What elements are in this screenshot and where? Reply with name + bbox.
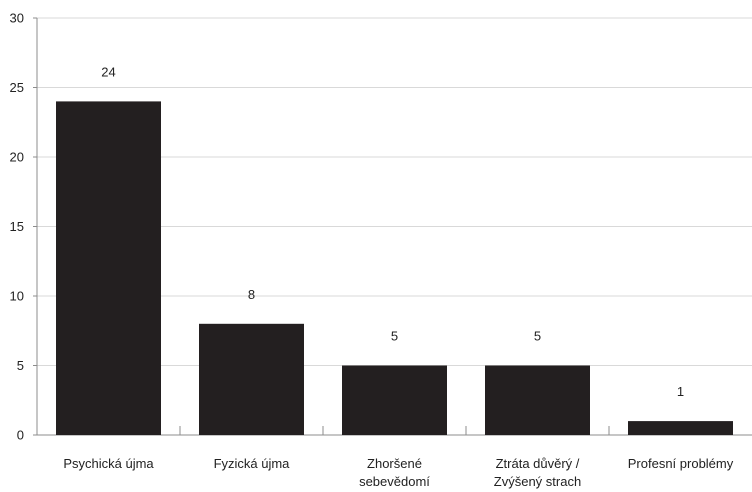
category-label-line: Psychická újma <box>63 456 154 471</box>
y-tick-label: 25 <box>10 80 24 95</box>
y-tick-label: 20 <box>10 150 24 165</box>
x-axis-category-labels: Psychická újma Fyzická újma Zhoršené sebevě… <box>63 456 733 489</box>
data-label: 24 <box>101 64 115 79</box>
bar <box>199 323 304 435</box>
bar <box>342 365 447 435</box>
category-label-line: Profesní problémy <box>628 456 734 471</box>
data-label: 8 <box>248 287 255 302</box>
bar <box>485 365 590 435</box>
y-tick-label: 10 <box>10 289 24 304</box>
bar <box>56 101 161 436</box>
category-label-line: Ztráta důvěrý / <box>496 456 580 471</box>
category-label-line: Zvýšený strach <box>494 474 581 489</box>
category-label-line: Fyzická újma <box>214 456 291 471</box>
data-label: 5 <box>534 329 541 344</box>
category-label-line: Zhoršené <box>367 456 422 471</box>
category-label: Profesní problémy <box>628 456 734 471</box>
y-tick-label: 30 <box>10 11 24 26</box>
category-label: Fyzická újma <box>214 456 291 471</box>
data-label: 5 <box>391 329 398 344</box>
category-label: Psychická újma <box>63 456 154 471</box>
y-tick-label: 15 <box>10 219 24 234</box>
y-axis-tick-labels: 0 5 10 15 20 25 30 <box>10 11 24 443</box>
y-tick-label: 5 <box>17 358 24 373</box>
category-label: Ztráta důvěrý / Zvýšený strach <box>494 456 581 489</box>
bar <box>628 421 733 435</box>
y-tick-label: 0 <box>17 428 24 443</box>
category-label-line: sebevědomí <box>359 474 430 489</box>
data-labels: 24 8 5 5 1 <box>101 64 684 399</box>
category-label: Zhoršené sebevědomí <box>359 456 430 489</box>
data-label: 1 <box>677 384 684 399</box>
bars <box>56 101 733 436</box>
